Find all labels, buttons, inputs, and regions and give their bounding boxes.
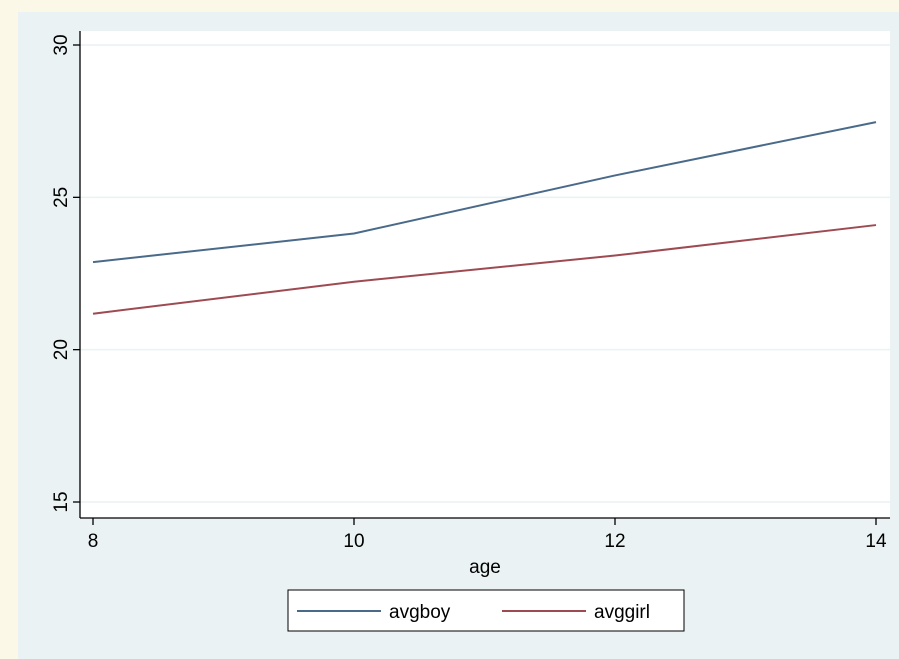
legend-items: avgboy avggirl xyxy=(297,602,650,623)
gridlines xyxy=(80,44,890,503)
x-axis-title: age xyxy=(469,557,501,578)
series-lines xyxy=(92,121,877,315)
x-tick-label: 12 xyxy=(604,531,625,552)
y-tick-label: 20 xyxy=(51,339,72,360)
legend-label-avgboy: avgboy xyxy=(389,602,451,623)
x-tick-label: 10 xyxy=(343,531,364,552)
x-tick-label: 8 xyxy=(88,531,99,552)
y-tick-label: 25 xyxy=(51,187,72,208)
x-tick-label: 14 xyxy=(865,531,887,552)
legend-label-avggirl: avggirl xyxy=(594,602,650,623)
plot-area xyxy=(80,31,890,518)
y-tick-label: 15 xyxy=(51,491,72,512)
y-tick-label: 30 xyxy=(51,34,72,55)
x-axis-ticks: 8 10 12 14 xyxy=(88,518,887,552)
legend: avgboy avggirl xyxy=(287,589,685,632)
y-axis-ticks: 15 20 25 30 xyxy=(51,34,80,513)
series-line-avggirl xyxy=(92,224,877,315)
series-line-avgboy xyxy=(92,121,877,264)
